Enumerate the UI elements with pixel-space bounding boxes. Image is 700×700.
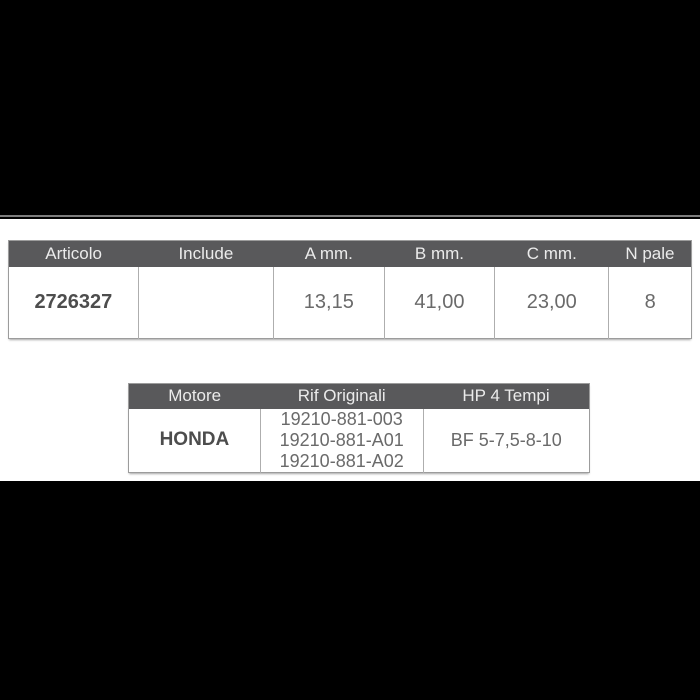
header-articolo: Articolo <box>8 240 139 267</box>
a-mm-value: 13,15 <box>272 266 385 339</box>
c-mm-value: 23,00 <box>494 266 610 339</box>
ref-number: 19210-881-A02 <box>279 450 404 471</box>
bottom-letterbox <box>0 481 700 700</box>
top-letterbox <box>0 0 700 217</box>
articolo-value: 2726327 <box>8 266 139 339</box>
b-mm-value: 41,00 <box>383 266 496 339</box>
header-include: Include <box>138 240 274 267</box>
include-value <box>137 266 274 339</box>
content-area: Articolo Include A mm. B mm. C mm. N pal… <box>0 219 700 481</box>
ref-number: 19210-881-003 <box>280 408 403 429</box>
motore-value: HONDA <box>128 408 261 473</box>
header-c-mm: C mm. <box>494 240 609 267</box>
engine-compatibility-table: Motore Rif Originali HP 4 Tempi HONDA 19… <box>128 383 590 473</box>
header-a-mm: A mm. <box>273 240 385 267</box>
header-n-pale: N pale <box>608 240 692 267</box>
header-hp-4-tempi: HP 4 Tempi <box>423 383 590 409</box>
product-spec-data-row: 2726327 13,15 41,00 23,00 8 <box>8 266 692 339</box>
engine-table-header-row: Motore Rif Originali HP 4 Tempi <box>128 383 590 409</box>
header-b-mm: B mm. <box>384 240 495 267</box>
rif-originali-value: 19210-881-003 19210-881-A01 19210-881-A0… <box>259 408 424 473</box>
engine-table-data-row: HONDA 19210-881-003 19210-881-A01 19210-… <box>128 408 590 473</box>
ref-number: 19210-881-A01 <box>279 429 404 450</box>
header-motore: Motore <box>128 383 261 409</box>
product-spec-table: Articolo Include A mm. B mm. C mm. N pal… <box>8 240 692 339</box>
hp-4-tempi-value: BF 5-7,5-8-10 <box>422 408 590 473</box>
n-pale-value: 8 <box>608 266 692 339</box>
header-rif-originali: Rif Originali <box>260 383 424 409</box>
product-spec-header-row: Articolo Include A mm. B mm. C mm. N pal… <box>8 240 692 267</box>
